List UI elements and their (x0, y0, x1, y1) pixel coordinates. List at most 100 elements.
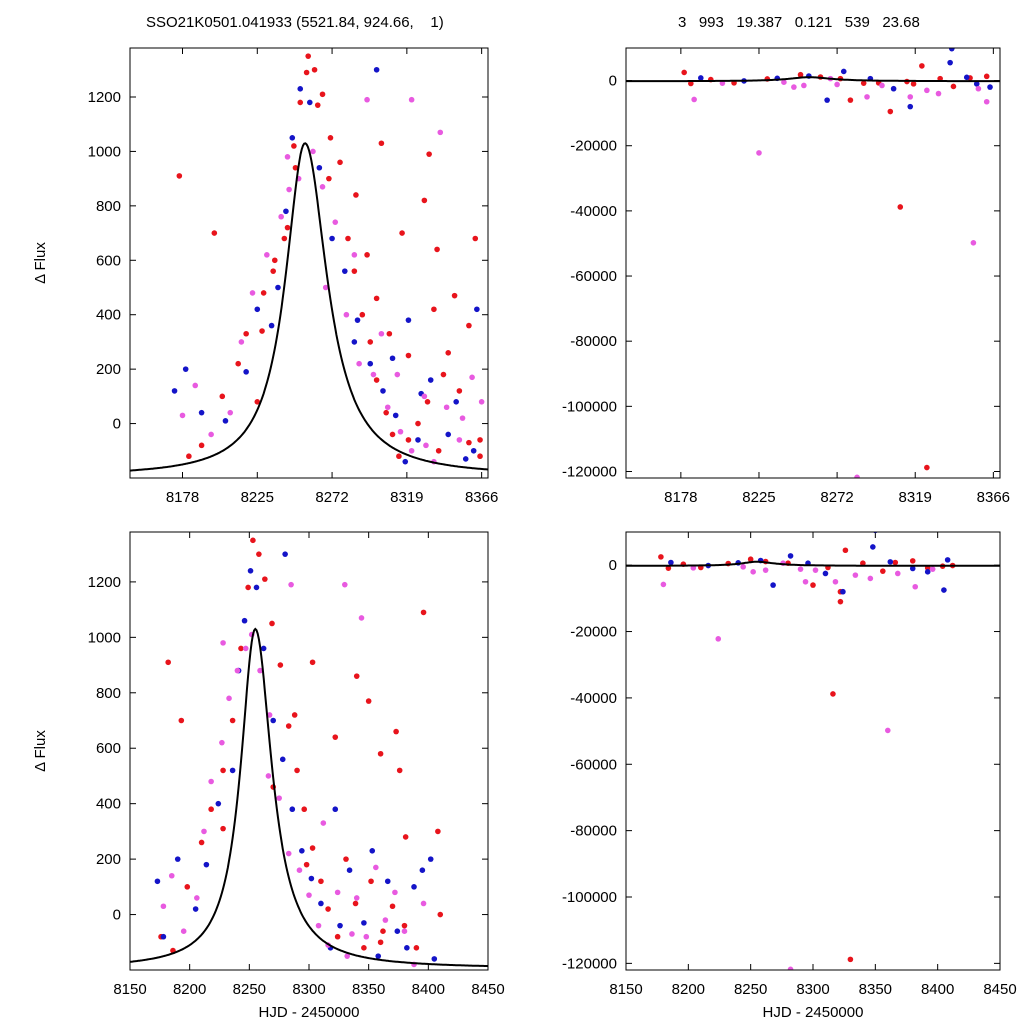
data-point-magenta (394, 371, 401, 378)
data-point-blue (253, 584, 260, 591)
data-point-magenta (370, 371, 377, 378)
y-tick-label: 0 (113, 907, 121, 924)
x-tick-label: 8350 (859, 981, 892, 998)
y-axis-label: Δ Flux (32, 730, 49, 772)
data-point-blue (402, 458, 409, 465)
data-point-red (291, 712, 298, 718)
data-point-blue (254, 306, 261, 313)
data-point-magenta (349, 931, 355, 937)
data-point-blue (160, 933, 167, 940)
data-point-blue (279, 756, 286, 763)
data-point-blue (941, 587, 947, 593)
data-point-red (860, 560, 866, 566)
data-point-red (353, 192, 359, 198)
data-point-red (897, 204, 904, 210)
data-point-magenta (781, 79, 787, 86)
data-point-magenta (401, 928, 408, 934)
y-tick-label: -20000 (570, 624, 617, 641)
data-point-red (361, 945, 367, 951)
data-point-magenta (310, 148, 316, 155)
y-tick-label: -120000 (562, 955, 617, 972)
data-point-red (359, 311, 366, 318)
data-point-blue (154, 878, 161, 885)
plot-frame (129, 47, 489, 479)
data-point-red (318, 878, 324, 885)
y-tick-label: -60000 (570, 756, 617, 773)
data-point-red (983, 73, 990, 80)
data-point-red (860, 80, 867, 86)
data-point-magenta (315, 922, 322, 929)
data-point-blue (947, 59, 953, 66)
data-point-blue (963, 74, 970, 81)
x-tick-label: 8250 (233, 981, 266, 998)
data-point-blue (392, 412, 399, 419)
data-point-blue (174, 856, 181, 862)
data-point-red (337, 159, 343, 166)
data-point-blue (411, 884, 417, 890)
x-tick-label: 8450 (983, 981, 1016, 998)
data-point-blue (474, 306, 480, 313)
data-point-magenta (834, 81, 840, 88)
data-point-red (198, 839, 205, 846)
x-tick-label: 8200 (672, 981, 705, 998)
data-point-magenta (332, 219, 339, 225)
data-point-blue (318, 900, 324, 907)
data-point-magenta (168, 872, 175, 879)
data-point-blue (192, 906, 199, 912)
panel-top-left: 0 200 400 600 800 1000 1200 8178 8225 8272 8319 836… (32, 47, 498, 506)
data-point-red (326, 175, 332, 182)
model-curve (626, 76, 1000, 83)
model-curve (626, 560, 1000, 567)
data-point-red (402, 834, 409, 840)
x-tick-label: 8300 (796, 981, 829, 998)
data-point-red (367, 339, 374, 345)
data-point-red (466, 439, 472, 446)
data-point-magenta (351, 252, 358, 258)
data-point-red (910, 81, 917, 87)
data-point-magenta (397, 428, 404, 435)
data-point-red (440, 371, 447, 378)
x-tick-label: 8225 (742, 489, 775, 506)
data-point-magenta (194, 895, 200, 901)
data-point-red (386, 330, 393, 337)
data-point-red (424, 398, 431, 405)
data-point-red (250, 537, 256, 544)
data-point-magenta (343, 311, 350, 318)
data-point-red (165, 659, 171, 666)
data-point-magenta (242, 645, 249, 652)
data-point-red (178, 717, 185, 724)
y-tick-label: 1000 (88, 143, 121, 160)
data-point-magenta (160, 903, 167, 910)
data-point-red (389, 903, 396, 910)
data-point-blue (389, 355, 396, 362)
data-point-magenta (208, 431, 214, 438)
data-point-red (909, 558, 916, 564)
data-point-magenta (854, 474, 860, 478)
data-point-blue (384, 878, 391, 885)
data-point-red (472, 235, 479, 242)
data-point-red (950, 83, 957, 90)
data-point-blue (282, 551, 288, 557)
data-point-magenta (276, 795, 282, 801)
data-point-red (688, 80, 694, 87)
data-point-magenta (456, 437, 463, 443)
data-point-red (456, 388, 463, 394)
data-point-blue (289, 806, 296, 813)
y-tick-label: -60000 (570, 268, 617, 285)
data-point-blue (987, 84, 993, 90)
data-point-red (184, 884, 191, 890)
data-point-magenta (975, 85, 982, 92)
data-point-red (260, 290, 267, 296)
x-tick-label: 8272 (820, 489, 853, 506)
data-point-magenta (208, 778, 214, 785)
data-point-magenta (201, 828, 207, 835)
data-point-red (245, 584, 251, 591)
data-point-magenta (879, 82, 885, 89)
data-point-red (405, 352, 412, 359)
data-point-magenta (983, 98, 990, 105)
data-point-blue (668, 559, 674, 566)
x-tick-label: 8200 (173, 981, 206, 998)
x-tick-label: 8178 (166, 489, 199, 506)
data-point-red (665, 565, 672, 571)
data-point-blue (289, 135, 296, 141)
